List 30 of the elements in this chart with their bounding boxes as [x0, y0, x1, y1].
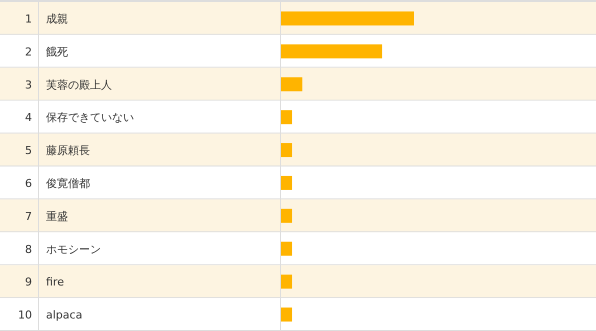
text: 7	[25, 210, 32, 223]
text: 6	[25, 176, 32, 190]
y-tick-label: 餓死	[46, 45, 68, 58]
y-tick-label: 藤原頼長	[46, 144, 90, 158]
text: 10	[18, 308, 32, 322]
bar	[281, 143, 292, 158]
bar	[281, 208, 292, 223]
bar	[281, 44, 382, 58]
y-tick-label: 成親	[46, 12, 68, 26]
bar	[281, 11, 414, 26]
y-tick-label: ホモシーン	[46, 242, 101, 256]
text: 4	[25, 111, 32, 124]
text: 2	[25, 45, 32, 58]
text: 5	[25, 144, 32, 158]
text: 3	[25, 78, 32, 92]
bar	[281, 77, 302, 92]
y-tick-label: 重盛	[46, 210, 68, 223]
y-tick-label: fire	[46, 276, 64, 289]
bar	[281, 274, 292, 289]
text: 1	[25, 12, 32, 26]
bar	[281, 242, 292, 256]
text: 9	[25, 276, 32, 289]
text: 8	[25, 242, 32, 256]
bar	[281, 176, 292, 190]
y-tick-label: 俊寛僧都	[46, 176, 90, 190]
bar	[281, 110, 292, 124]
y-tick-label: 芙蓉の殿上人	[46, 78, 112, 92]
y-tick-label: 保存できていない	[46, 111, 134, 124]
bar	[281, 308, 292, 322]
y-tick-label: alpaca	[46, 308, 82, 322]
